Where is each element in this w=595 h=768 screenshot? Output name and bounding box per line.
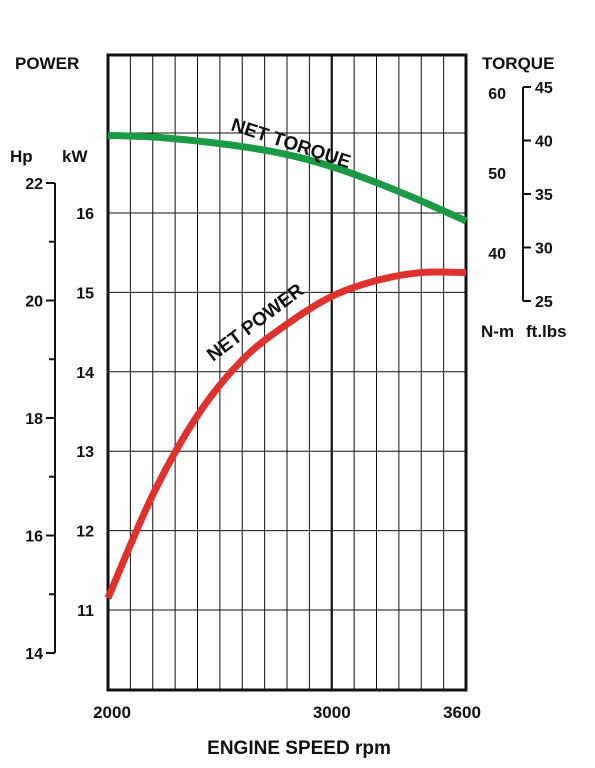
net-power-curve: [104, 268, 467, 600]
plot-frame: [106, 53, 468, 692]
axes-group: 14 16 18 20 22 11 12 13 14 15 16 40 50 60 25 30 35 40 45 20…: [25, 80, 553, 722]
kw-tick-label: 15: [76, 285, 94, 302]
ftlbs-tick-label: 30: [535, 241, 553, 258]
x-tick-label: 3600: [443, 703, 481, 722]
kw-tick-label: 16: [76, 206, 94, 223]
plot-grid: [108, 55, 466, 690]
hp-tick-label: 20: [25, 294, 43, 311]
ftlbs-tick-label: 45: [535, 80, 553, 97]
hp-tick-label: 22: [25, 176, 43, 193]
hp-axis-label: Hp: [10, 147, 33, 166]
x-tick-label: 2000: [93, 703, 131, 722]
torque-axis-title: TORQUE: [482, 54, 554, 73]
ftlbs-axis-label: ft.lbs: [526, 322, 567, 341]
x-tick-label: 3000: [313, 703, 351, 722]
series-group: [104, 131, 468, 600]
kw-tick-label: 13: [76, 444, 94, 461]
kw-axis-label: kW: [62, 147, 88, 166]
nm-tick-label: 60: [488, 86, 506, 103]
ftlbs-tick-label: 25: [535, 294, 553, 311]
x-axis-title: ENGINE SPEED rpm: [207, 738, 391, 759]
ftlbs-tick-label: 40: [535, 134, 553, 151]
hp-tick-label: 16: [25, 529, 43, 546]
power-axis-title: POWER: [15, 54, 79, 73]
net-torque-curve: [107, 131, 468, 225]
nm-tick-label: 40: [488, 246, 506, 263]
kw-tick-label: 12: [76, 524, 94, 541]
nm-tick-label: 50: [488, 166, 506, 183]
hp-tick-label: 14: [25, 646, 43, 663]
kw-tick-label: 14: [76, 365, 94, 382]
kw-tick-label: 11: [77, 603, 94, 620]
nm-axis-label: N-m: [481, 322, 514, 341]
ftlbs-tick-label: 35: [535, 187, 553, 204]
hp-tick-label: 18: [25, 411, 43, 428]
